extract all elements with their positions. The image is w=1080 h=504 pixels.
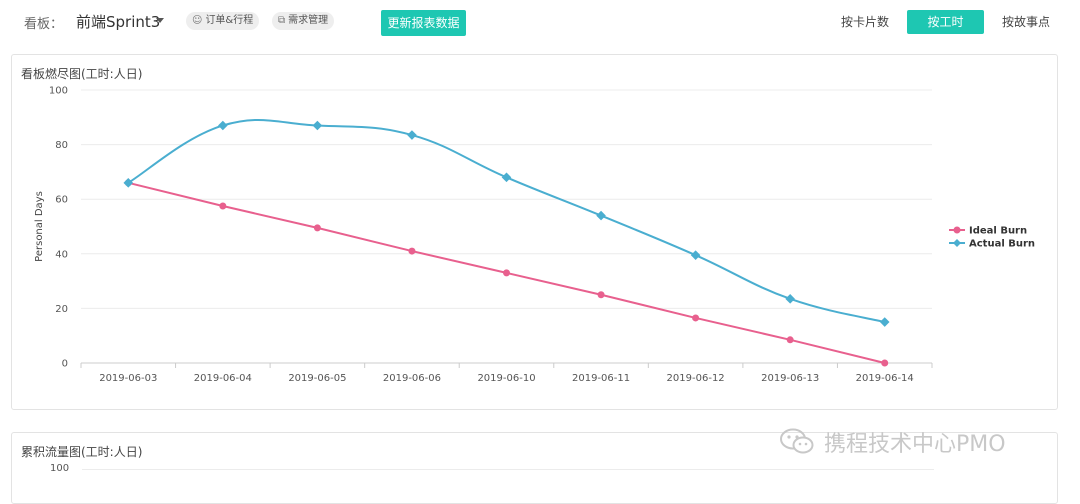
data-point bbox=[312, 120, 323, 131]
legend-label: Actual Burn bbox=[969, 239, 1035, 250]
board-tag-demand-label: 需求管理 bbox=[288, 15, 329, 26]
watermark-text: 携程技术中心PMO bbox=[824, 432, 1006, 457]
data-point bbox=[503, 269, 510, 277]
y-tick-label: 20 bbox=[55, 304, 68, 315]
legend-swatch-marker bbox=[953, 239, 961, 247]
burndown-chart: 0 20 40 60 80 100 2019-06-03 2019-06-04 2019-06-… bbox=[34, 86, 1035, 385]
legend-label: Ideal Burn bbox=[969, 226, 1027, 237]
board-selector[interactable]: 前端Sprint3 bbox=[76, 13, 161, 31]
x-tick-label: 2019-06-06 bbox=[383, 373, 441, 384]
data-point bbox=[785, 294, 795, 304]
data-point bbox=[881, 359, 889, 367]
group-icon: ☺ bbox=[192, 15, 203, 26]
data-point bbox=[313, 224, 321, 232]
wechat-icon bbox=[780, 428, 814, 456]
data-point bbox=[123, 178, 134, 188]
y-tick-label: 100 bbox=[49, 86, 68, 97]
x-tick-label: 2019-06-10 bbox=[477, 373, 535, 384]
y-tick-label: 0 bbox=[62, 359, 68, 370]
x-tick-label: 2019-06-11 bbox=[572, 373, 630, 384]
x-tick-label: 2019-06-04 bbox=[194, 373, 252, 384]
data-point bbox=[407, 130, 417, 140]
board-tag-orders-label: 订单&行程 bbox=[205, 15, 254, 26]
y-axis-label: Personal Days bbox=[34, 191, 45, 262]
cumulative-flow-title: 累积流量图(工时:人日) bbox=[21, 445, 143, 459]
burndown-panel: 看板燃尽图(工时:人日) bbox=[11, 54, 1058, 410]
y-tick-label: 80 bbox=[55, 140, 68, 151]
board-tag-orders[interactable]: ☺ 订单&行程 bbox=[186, 12, 260, 30]
chevron-down-icon[interactable] bbox=[156, 18, 164, 23]
data-point bbox=[219, 202, 227, 210]
data-point bbox=[218, 120, 228, 131]
data-point bbox=[596, 210, 606, 221]
refresh-report-button[interactable]: 更新报表数据 bbox=[381, 10, 466, 36]
data-point bbox=[597, 291, 605, 299]
x-tick-label: 2019-06-14 bbox=[856, 373, 914, 384]
view-by-points-button[interactable]: 按故事点 bbox=[1001, 15, 1050, 29]
data-point bbox=[879, 317, 890, 327]
top-toolbar: 看板： 前端Sprint3 ☺ 订单&行程 ⧉ 需求管理 更新报表数据 按卡片数 按… bbox=[0, 0, 1080, 44]
x-tick-label: 2019-06-13 bbox=[761, 373, 819, 384]
x-tick-label: 2019-06-12 bbox=[667, 373, 725, 384]
data-point bbox=[690, 250, 701, 260]
copy-icon: ⧉ bbox=[278, 15, 286, 26]
board-label: 看板： bbox=[24, 17, 64, 32]
data-point bbox=[786, 336, 794, 344]
cumulative-gridline bbox=[82, 469, 934, 470]
data-point bbox=[692, 314, 700, 322]
cumulative-y-tick: 100 bbox=[50, 463, 70, 474]
data-point bbox=[408, 247, 416, 255]
series-line bbox=[127, 118, 885, 324]
data-point bbox=[501, 172, 512, 183]
board-tag-demand[interactable]: ⧉ 需求管理 bbox=[272, 12, 335, 30]
view-by-hours-button[interactable]: 按工时 bbox=[907, 10, 984, 34]
burndown-title: 看板燃尽图(工时:人日) bbox=[21, 67, 143, 81]
y-tick-label: 60 bbox=[55, 195, 68, 206]
y-tick-label: 40 bbox=[55, 249, 68, 260]
x-tick-label: 2019-06-03 bbox=[99, 373, 157, 384]
watermark: 携程技术中心PMO bbox=[780, 424, 1006, 460]
x-tick-label: 2019-06-05 bbox=[288, 373, 346, 384]
legend-swatch-marker bbox=[953, 226, 961, 234]
view-by-cards-button[interactable]: 按卡片数 bbox=[840, 15, 889, 29]
